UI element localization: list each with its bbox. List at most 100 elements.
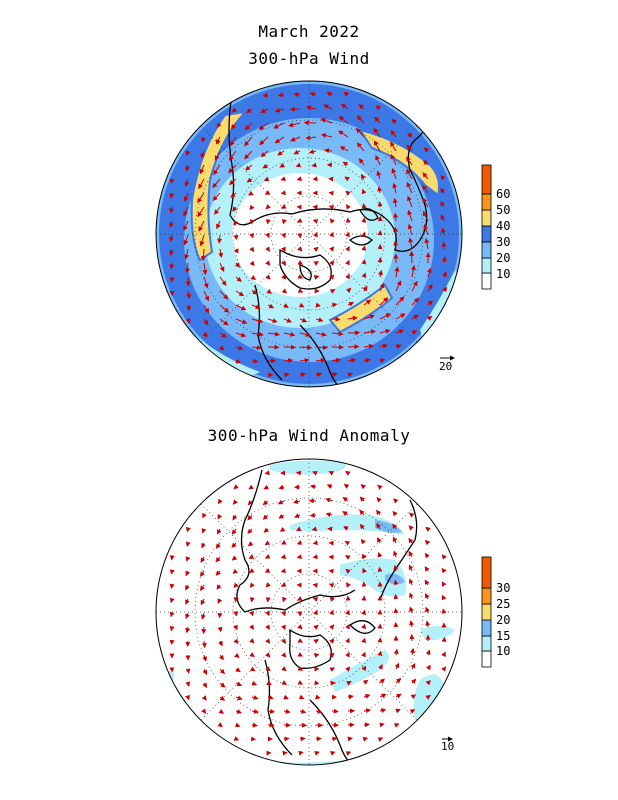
wind-vector-arrow <box>345 568 351 574</box>
wind-vector-arrow <box>347 372 353 378</box>
wind-vector-arrow <box>374 116 381 124</box>
wind-vector-arrow <box>379 328 391 334</box>
wind-vector-arrow <box>199 234 205 247</box>
wind-vector-arrow <box>407 132 413 139</box>
wind-vector-arrow <box>249 638 255 644</box>
colorbar-top-swatch-5 <box>481 193 492 211</box>
wind-vector-arrow <box>283 694 289 700</box>
wind-vector-arrow <box>283 318 293 323</box>
wind-vector-arrow <box>267 318 278 323</box>
wind-vector-arrow <box>425 539 431 546</box>
wind-vector-arrow <box>246 177 253 183</box>
wind-vector-arrow <box>441 554 447 560</box>
wind-vector-arrow <box>201 527 207 534</box>
wind-vector-arrow <box>441 666 447 672</box>
wind-vector-arrow <box>248 484 254 490</box>
wind-vector-arrow <box>329 638 334 644</box>
wind-vector-arrow <box>217 598 223 604</box>
wind-vector-arrow <box>441 594 447 601</box>
colorbar-top-swatch-4 <box>481 209 492 227</box>
wind-vector-arrow <box>277 150 285 156</box>
wind-vector-arrow <box>231 107 238 113</box>
wind-vector-arrow <box>422 184 429 194</box>
wind-vector-arrow <box>361 272 367 278</box>
wind-vector-arrow <box>265 624 270 630</box>
colorbar-bottom-swatch-1 <box>481 635 492 652</box>
wind-vector-arrow <box>315 331 327 337</box>
wind-vector-arrow <box>233 638 239 644</box>
wind-vector-arrow <box>169 262 175 270</box>
wind-vector-arrow <box>234 652 240 659</box>
wind-vector-arrow <box>320 118 333 124</box>
wind-vector-arrow <box>249 582 255 588</box>
wind-vector-arrow <box>442 271 447 278</box>
wind-vector-arrow <box>218 640 223 647</box>
wind-vector-arrow <box>409 512 415 518</box>
wind-vector-arrow <box>423 159 429 166</box>
wind-vector-arrow <box>313 639 319 644</box>
wind-vector-arrow <box>331 708 339 714</box>
wind-vector-arrow <box>290 136 301 142</box>
colorbar-top-label-20: 20 <box>496 251 510 265</box>
wind-vector-arrow <box>217 513 223 520</box>
wind-vector-arrow <box>342 161 349 167</box>
wind-vector-arrow <box>427 283 433 292</box>
wind-vector-arrow <box>375 154 381 166</box>
wind-vector-arrow <box>315 344 329 350</box>
wind-vector-arrow <box>338 130 349 138</box>
wind-vector-arrow <box>228 178 237 186</box>
wind-vector-arrow <box>185 318 191 324</box>
wind-vector-arrow <box>394 266 400 278</box>
wind-vector-arrow <box>281 680 287 685</box>
wind-vector-arrow <box>440 187 446 194</box>
colorbar-bottom-label-10: 10 <box>496 644 510 658</box>
wind-vector-arrow <box>279 162 285 168</box>
wind-vector-arrow <box>263 527 269 533</box>
wind-vector-arrow <box>203 290 210 302</box>
wind-vector-arrow <box>183 206 189 217</box>
wind-vector-arrow <box>356 142 365 152</box>
wind-vector-arrow <box>377 186 383 194</box>
wind-vector-arrow <box>315 708 323 714</box>
wind-vector-arrow <box>339 146 349 152</box>
wind-vector-arrow <box>390 130 397 138</box>
wind-vector-arrow <box>345 273 350 280</box>
wind-vector-arrow <box>202 332 208 338</box>
wind-vector-arrow <box>212 192 221 202</box>
wind-vector-arrow <box>281 638 286 644</box>
wind-vector-arrow <box>244 136 253 147</box>
wind-vector-arrow <box>362 285 368 292</box>
wind-vector-arrow <box>200 584 205 592</box>
wind-vector-arrow <box>185 570 191 577</box>
colorbar-bottom-swatch-2 <box>481 619 492 637</box>
wind-vector-arrow <box>264 568 271 573</box>
wind-vector-arrow <box>280 568 287 574</box>
anomaly-shading <box>156 459 462 765</box>
wind-vector-arrow <box>312 219 319 224</box>
wind-vector-arrow <box>249 246 255 253</box>
wind-vector-arrow <box>390 153 397 166</box>
wind-vector-arrow <box>251 358 259 364</box>
wind-vector-arrow <box>441 636 447 643</box>
wind-vector-arrow <box>345 470 351 476</box>
wind-vector-arrow <box>281 246 286 253</box>
wind-vector-arrow <box>347 736 353 742</box>
wind-vector-arrow <box>377 737 384 742</box>
wind-vector-arrow <box>313 275 320 280</box>
wind-vector-arrow <box>312 597 319 602</box>
wind-vector-arrow <box>249 568 255 573</box>
wind-vector-arrow <box>232 499 238 505</box>
wind-vector-arrow <box>202 654 208 662</box>
wind-vector-arrow <box>392 510 398 517</box>
wind-vector-arrow <box>260 108 269 113</box>
wind-vector-arrow <box>235 681 243 687</box>
wind-vector-arrow <box>169 569 175 575</box>
wind-vector-arrow <box>249 260 255 266</box>
wind-vector-arrow <box>297 652 304 657</box>
wind-vector-arrow <box>201 708 207 714</box>
wind-vector-arrow <box>315 357 326 363</box>
wind-vector-arrow <box>228 150 237 161</box>
wind-vector-arrow <box>229 136 237 147</box>
wind-vector-arrow <box>363 694 371 699</box>
wind-vector-arrow <box>410 662 416 670</box>
